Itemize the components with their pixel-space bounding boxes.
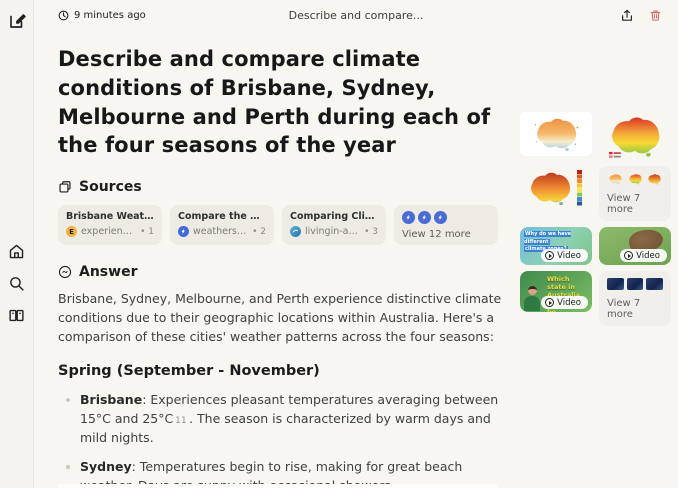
- answer-heading: Answer: [79, 264, 138, 281]
- mini-map-thumbnail: [609, 174, 622, 185]
- source-bolt-icon: [402, 211, 415, 225]
- livingin-australia-favicon: [290, 226, 301, 238]
- home-icon[interactable]: [8, 243, 25, 260]
- source-card[interactable]: Comparing Climates ... livingin-australi…: [282, 205, 386, 246]
- city-name: Sydney: [80, 459, 132, 475]
- source-title: Brisbane Weather, Cli...: [66, 211, 154, 223]
- play-icon: [624, 251, 634, 260]
- source-cards: Brisbane Weather, Cli... E experienceoz …: [58, 205, 510, 246]
- share-icon[interactable]: [620, 8, 634, 23]
- source-count: • 1: [140, 226, 154, 237]
- bullet-marker: [66, 465, 70, 470]
- topbar: 9 minutes ago Describe and compare...: [34, 0, 678, 30]
- source-title: Comparing Climates ...: [290, 211, 378, 223]
- list-item: Sydney: Temperatures begin to rise, maki…: [58, 458, 510, 488]
- answer-intro: Brisbane, Sydney, Melbourne, and Perth e…: [58, 291, 502, 345]
- video-thumbnail-best-state[interactable]: Which state in Australia has the be... V…: [520, 271, 592, 312]
- thread-timestamp: 9 minutes ago: [58, 10, 146, 21]
- video-thumbnail-wildlife[interactable]: Video: [599, 227, 671, 265]
- view-more-videos-card[interactable]: View 7 more: [599, 271, 671, 326]
- mini-video-thumbnail: [646, 278, 664, 290]
- view-more-videos-label: View 7 more: [607, 298, 641, 320]
- season-heading: Spring (September - November): [58, 363, 320, 380]
- timestamp-label: 9 minutes ago: [74, 9, 146, 21]
- bullet-body: : Temperatures begin to rise, making for…: [80, 459, 463, 488]
- next-section-edge: [58, 484, 498, 488]
- source-card[interactable]: Brisbane Weather, Cli... E experienceoz …: [58, 205, 162, 246]
- source-card[interactable]: Compare the Climate... weatherspark • 2: [170, 205, 274, 246]
- season-bullet-list: Brisbane: Experiences pleasant temperatu…: [58, 391, 510, 488]
- delete-icon[interactable]: [649, 8, 662, 23]
- answer-icon: [58, 265, 72, 279]
- view-more-images-label: View 7 more: [607, 193, 641, 215]
- city-name: Brisbane: [80, 392, 143, 408]
- bullet-marker: [66, 398, 70, 403]
- source-count: • 2: [252, 226, 266, 237]
- view-more-images-card[interactable]: View 7 more: [599, 166, 671, 221]
- search-icon[interactable]: [8, 275, 25, 292]
- climate-map-image[interactable]: [520, 112, 592, 156]
- weatherspark-favicon: [178, 226, 189, 238]
- bullet-body: : Experiences pleasant temperatures aver…: [80, 392, 499, 426]
- library-icon[interactable]: [8, 307, 25, 324]
- source-site: experienceoz: [81, 226, 136, 238]
- page-title: Describe and compare climate conditions …: [58, 47, 491, 158]
- citation-chip[interactable]: 11: [175, 415, 188, 426]
- map-color-scale: [577, 170, 582, 206]
- sidebar: [0, 0, 34, 488]
- experienceoz-favicon: E: [66, 226, 77, 238]
- video-badge: Video: [541, 296, 588, 309]
- source-bolt-icon: [418, 211, 431, 225]
- play-icon: [545, 251, 555, 260]
- video-badge: Video: [620, 249, 667, 262]
- source-site: weatherspark: [193, 226, 248, 238]
- bullet-tail: . The season is characterized by warm da…: [80, 410, 491, 445]
- source-bolt-icon: [434, 211, 447, 225]
- sources-heading: Sources: [79, 179, 142, 196]
- video-badge: Video: [541, 249, 588, 262]
- view-more-sources-label: View 12 more: [402, 229, 471, 241]
- mini-video-thumbnail: [607, 278, 624, 290]
- view-more-sources-card[interactable]: View 12 more: [394, 205, 498, 246]
- play-icon: [545, 298, 555, 307]
- source-title: Compare the Climate...: [178, 211, 266, 223]
- presenter-image: [524, 286, 540, 312]
- new-thread-icon[interactable]: [8, 12, 26, 30]
- source-count: • 3: [364, 226, 378, 237]
- source-site: livingin-australia: [305, 226, 360, 238]
- mini-map-thumbnail: [648, 174, 662, 185]
- rainfall-map-image[interactable]: [520, 166, 592, 210]
- clock-icon: [58, 10, 69, 21]
- mini-map-thumbnail: [629, 174, 642, 185]
- temperature-map-image[interactable]: [599, 112, 671, 160]
- media-sidebar: View 7 more Why do we have different clim…: [520, 30, 672, 488]
- mini-video-thumbnail: [626, 278, 644, 290]
- sources-icon: [58, 180, 72, 194]
- list-item: Brisbane: Experiences pleasant temperatu…: [58, 391, 510, 447]
